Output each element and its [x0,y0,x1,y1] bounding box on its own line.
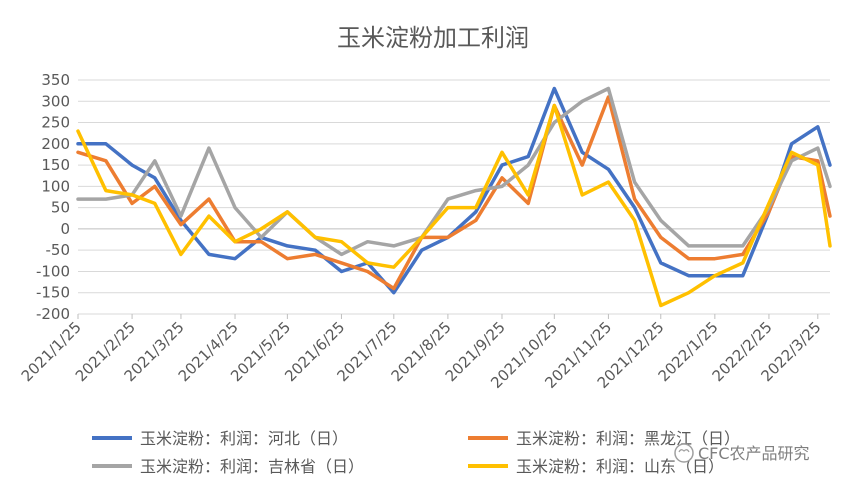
y-tick-label: 200 [41,135,70,153]
legend-label: 玉米淀粉：利润：山东（日） [516,457,724,476]
legend-label: 玉米淀粉：利润：黑龙江（日） [516,429,740,448]
watermark-logo: CFC农产品研究 [674,443,810,463]
chart-title: 玉米淀粉加工利润 [337,24,529,52]
y-tick-label: -100 [36,262,70,280]
y-tick-label: -150 [36,284,70,302]
y-tick-label: 100 [41,177,70,195]
y-axis: 350 300 250 200 150 100 50 0 -50 -100 -150 -200 [36,71,70,323]
y-tick-label: -200 [36,305,70,323]
series-line [76,103,832,308]
y-tick-label: 0 [60,220,70,238]
series-line [76,95,832,291]
y-tick-label: 150 [41,156,70,174]
legend: 玉米淀粉：利润：河北（日） 玉米淀粉：利润：黑龙江（日） 玉米淀粉：利润：吉林省（日… [92,429,740,476]
y-tick-label: 300 [41,92,70,110]
y-tick-label: 50 [51,199,70,217]
series-line [76,86,832,257]
y-tick-label: 350 [41,71,70,89]
legend-label: 玉米淀粉：利润：河北（日） [140,429,348,448]
x-axis: 2021/1/252021/2/252021/3/252021/4/252021… [18,314,825,392]
y-tick-label: -50 [46,241,71,259]
watermark-text: CFC农产品研究 [698,444,810,463]
series-lines [76,86,832,308]
gridlines [78,79,830,315]
legend-label: 玉米淀粉：利润：吉林省（日） [140,457,364,476]
series-line [76,86,832,295]
y-tick-label: 250 [41,114,70,132]
